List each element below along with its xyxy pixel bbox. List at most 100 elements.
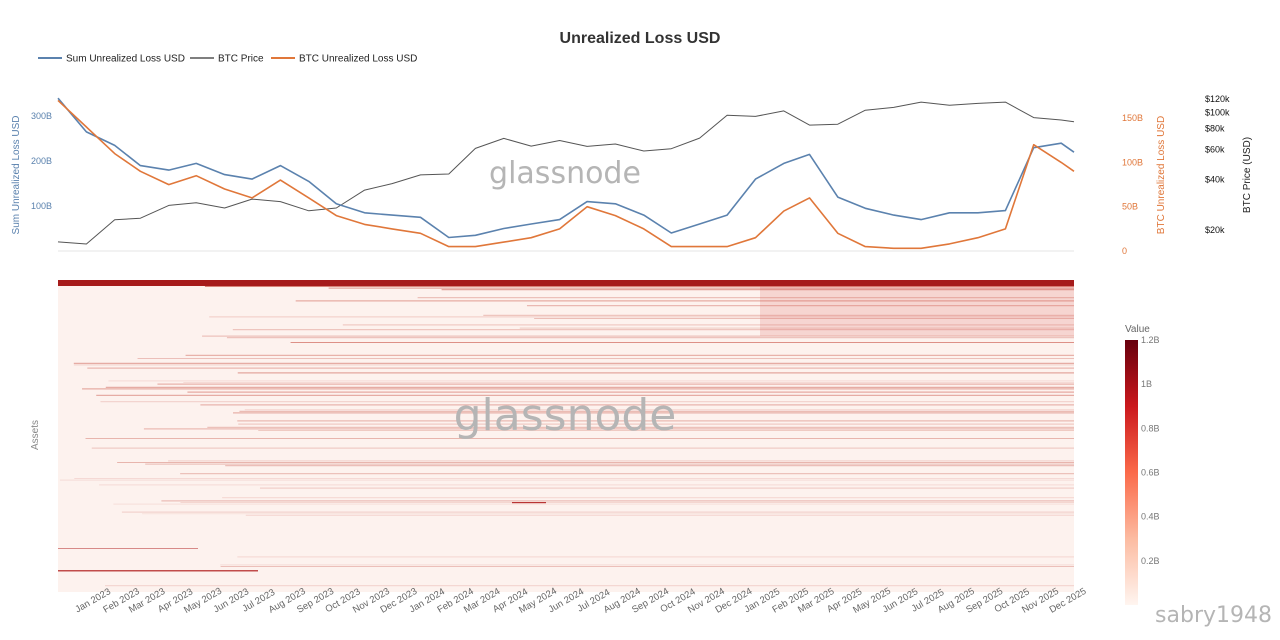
heatmap-row — [534, 318, 1074, 319]
heatmap-row — [328, 287, 1074, 289]
colorbar-tick: 0.8B — [1141, 423, 1160, 433]
heatmap-row — [239, 410, 1074, 412]
heatmap-row — [519, 327, 1074, 329]
heatmap-row — [180, 473, 1075, 475]
right2-tick: $60k — [1205, 145, 1225, 155]
colorbar-tick: 1.2B — [1141, 335, 1160, 345]
heatmap-row — [526, 305, 1074, 307]
heatmap-row — [204, 286, 1075, 287]
right-axis-1-title: BTC Unrealized Loss USD — [1156, 116, 1167, 234]
heatmap-row — [258, 430, 1075, 431]
heatmap-row — [74, 478, 1075, 479]
heatmap-row — [100, 401, 1075, 403]
right1-tick: 150B — [1122, 113, 1143, 123]
heatmap-row — [117, 462, 1075, 463]
heatmap-row — [91, 447, 1074, 449]
heatmap-row — [245, 514, 1075, 516]
heatmap-row — [342, 324, 1074, 326]
y-axis-ticks: 100B 200B 300B 0 50B 100B 150B $20k $40k $60k $80k… — [31, 94, 1230, 256]
colorbar-tick: 0.2B — [1141, 556, 1160, 566]
heatmap-background — [58, 280, 1074, 592]
heatmap-row-highlight — [58, 548, 198, 549]
heatmap-row — [99, 484, 1075, 486]
colorbar — [1125, 340, 1138, 605]
right2-tick: $80k — [1205, 124, 1225, 134]
heatmap-row — [85, 438, 1074, 439]
heatmap-row — [82, 388, 1074, 390]
heatmap-row — [237, 420, 1074, 422]
heatmap-row — [157, 383, 1075, 385]
heatmap-row — [207, 426, 1074, 428]
heatmap-row — [113, 503, 1074, 505]
heatmap-row-highlight — [512, 502, 546, 504]
heatmap-row — [96, 394, 1075, 396]
watermark-top: glassnode — [489, 156, 641, 191]
colorbar-title: Value — [1125, 324, 1150, 335]
heatmap-row — [233, 412, 1075, 414]
left-tick: 100B — [31, 201, 52, 211]
heatmap-row — [483, 314, 1074, 316]
heatmap-row — [202, 335, 1075, 337]
heatmap-row — [441, 289, 1075, 291]
heatmap-rows — [58, 280, 1075, 587]
heatmap-row — [105, 585, 1074, 587]
heatmap-row — [237, 556, 1074, 558]
heatmap-row — [225, 465, 1075, 467]
heatmap-row — [145, 463, 1074, 465]
heatmap-row — [209, 316, 1074, 318]
heatmap-row — [238, 423, 1075, 425]
heatmap-row — [108, 380, 1075, 382]
heatmap-row — [137, 358, 1074, 359]
series-line-btc-price — [57, 101, 1075, 245]
colorbar-tick: 0.4B — [1141, 512, 1160, 522]
heatmap-row — [87, 367, 1074, 369]
heatmap-row — [73, 362, 1074, 364]
colorbar-tick: 1B — [1141, 379, 1152, 389]
heatmap-row — [187, 391, 1074, 393]
series-line-sum-unrealized-loss-usd — [57, 97, 1075, 239]
right1-tick: 50B — [1122, 202, 1138, 212]
heatmap-row — [185, 354, 1075, 356]
right2-tick: $120k — [1205, 94, 1230, 104]
right2-tick: $100k — [1205, 107, 1230, 117]
heatmap-row — [417, 297, 1074, 299]
heatmap-row — [73, 364, 1074, 366]
heatmap-row — [290, 342, 1075, 343]
heatmap-row — [237, 372, 1075, 374]
right-axis-2-title: BTC Price (USD) — [1242, 137, 1253, 213]
left-tick: 300B — [31, 111, 52, 121]
heatmap-row — [142, 513, 1074, 515]
heatmap-row — [220, 566, 1075, 567]
heatmap-row-highlight — [58, 570, 258, 572]
heatmap-row — [161, 500, 1075, 502]
left-axis-title: Sum Unrealized Loss USD — [11, 116, 22, 235]
heatmap-row — [143, 428, 1075, 430]
right2-tick: $20k — [1205, 225, 1225, 235]
left-tick: 200B — [31, 156, 52, 166]
heatmap-row — [220, 564, 1074, 566]
legend-label-btc-loss: BTC Unrealized Loss USD — [299, 54, 417, 65]
watermark-heatmap: glassnode — [454, 390, 677, 441]
legend-label-btc-price: BTC Price — [218, 54, 264, 65]
right2-tick: $40k — [1205, 174, 1225, 184]
heatmap-row — [259, 487, 1074, 489]
chart-title: Unrealized Loss USD — [560, 30, 721, 47]
heatmap-top-band — [58, 280, 1074, 286]
colorbar-ticks: 0.2B 0.4B 0.6B 0.8B 1B 1.2B — [1141, 335, 1160, 566]
legend: Sum Unrealized Loss USD BTC Price BTC Un… — [38, 54, 417, 65]
heatmap-y-label: Assets — [30, 420, 41, 450]
heatmap-row — [168, 460, 1074, 462]
right1-tick: 100B — [1122, 157, 1143, 167]
colorbar-tick: 0.6B — [1141, 468, 1160, 478]
heatmap-row — [232, 329, 1075, 331]
heatmap-row — [59, 479, 1074, 481]
heatmap-row — [244, 409, 1074, 411]
heatmap-row — [200, 404, 1075, 406]
heatmap-row — [105, 386, 1075, 388]
heatmap-row — [222, 497, 1075, 499]
heatmap-row — [180, 502, 1075, 503]
right1-tick: 0 — [1122, 246, 1127, 256]
heatmap-row — [183, 382, 1074, 383]
line-series — [57, 97, 1075, 250]
